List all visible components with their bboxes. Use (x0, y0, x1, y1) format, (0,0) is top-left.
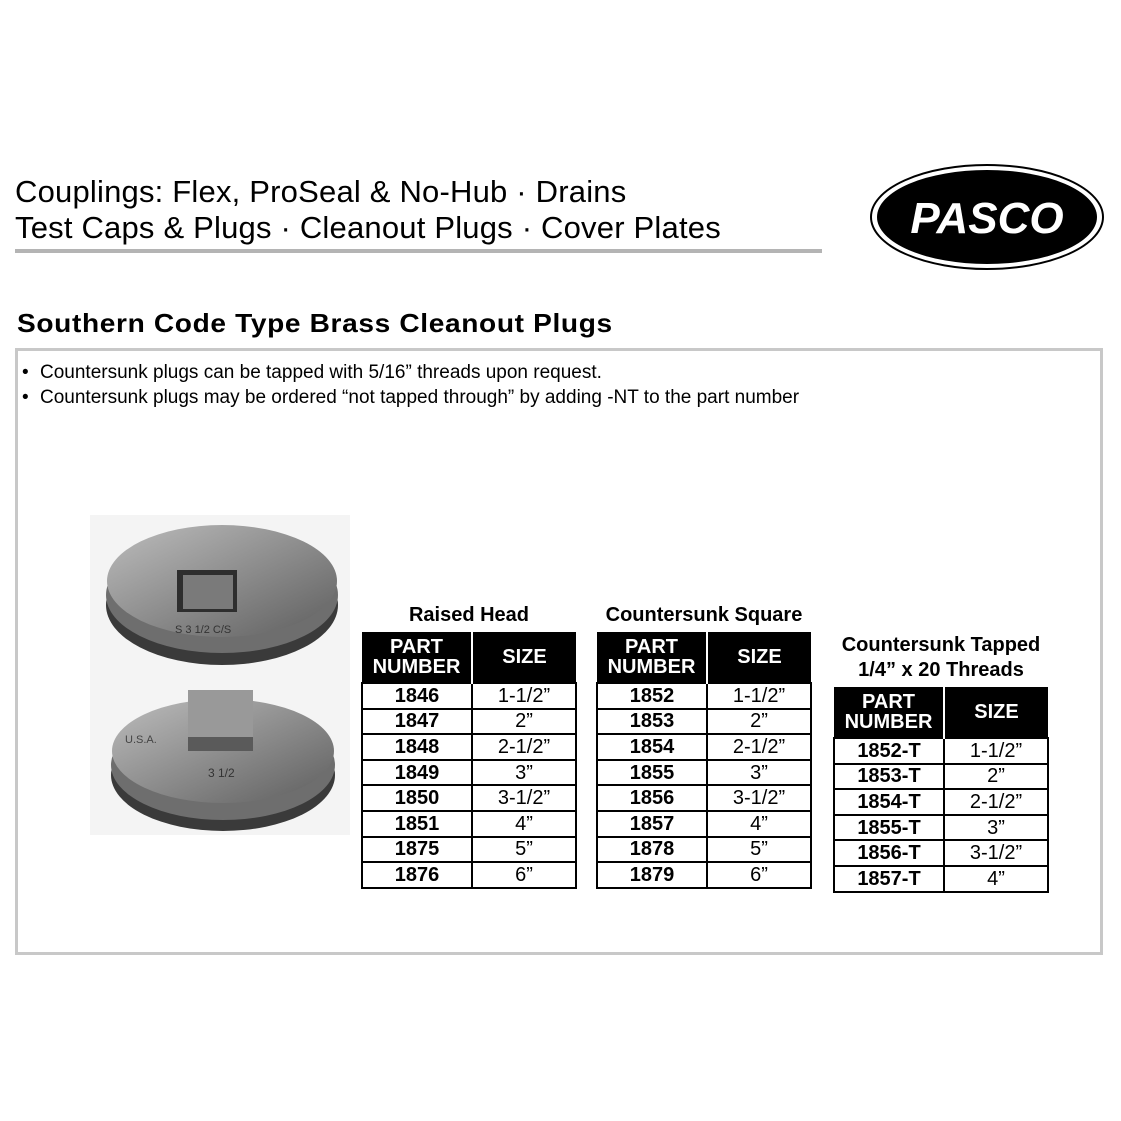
part-number-cell: 1878 (596, 835, 708, 864)
part-number-header: PART NUMBER (597, 632, 707, 683)
table-row: 1846 1-1/2” (361, 682, 577, 710)
size-header: SIZE (943, 687, 1048, 738)
header-line-2: Test Caps & Plugs · Cleanout Plugs · Cov… (15, 210, 721, 245)
size-header: SIZE (706, 632, 811, 683)
table-row: 1856 3-1/2” (596, 784, 812, 812)
size-cell: 3” (706, 758, 812, 787)
part-number-cell: 1857 (596, 809, 708, 838)
table-row: 1850 3-1/2” (361, 784, 577, 812)
part-number-cell: 1848 (361, 733, 473, 761)
table-header: PART NUMBER SIZE (362, 632, 576, 683)
header-divider (15, 249, 822, 253)
subtitle-line: 1/4” x 20 Threads (858, 659, 1024, 681)
table-header: PART NUMBER SIZE (834, 687, 1048, 738)
table-title-raised-head: Raised Head (408, 604, 530, 626)
part-number-cell: 1847 (361, 707, 473, 736)
size-cell: 3-1/2” (943, 839, 1049, 867)
size-cell: 3-1/2” (706, 784, 812, 812)
size-cell: 6” (706, 861, 812, 889)
size-cell: 3” (943, 813, 1049, 842)
part-number-cell: 1846 (361, 682, 473, 710)
table-title-countersunk-square: Countersunk Square (605, 604, 803, 626)
size-cell: 5” (471, 835, 577, 864)
product-panel (15, 348, 1103, 955)
countersunk-square-table: PART NUMBER SIZE 1852 1-1/2” 1853 2” 1854 2-1/2”… (596, 632, 812, 889)
table-row: 1853-T 2” (833, 762, 1049, 791)
table-title-countersunk-tapped: Countersunk Tapped 1/4” x 20 Threads (820, 633, 1062, 683)
part-number-cell: 1857-T (833, 864, 945, 893)
part-number-cell: 1852-T (833, 737, 945, 765)
table-row: 1878 5” (596, 835, 812, 864)
table-row: 1852-T 1-1/2” (833, 737, 1049, 765)
table-row: 1855-T 3” (833, 813, 1049, 842)
size-cell: 1-1/2” (706, 682, 812, 710)
part-number-cell: 1852 (596, 682, 708, 710)
size-cell: 5” (706, 835, 812, 864)
size-header: SIZE (471, 632, 576, 683)
svg-text:PASCO: PASCO (910, 194, 1063, 243)
table-row: 1853 2” (596, 707, 812, 736)
size-cell: 6” (471, 861, 577, 889)
part-number-cell: 1855-T (833, 813, 945, 842)
table-row: 1851 4” (361, 809, 577, 838)
part-number-cell: 1850 (361, 784, 473, 812)
size-cell: 2” (706, 707, 812, 736)
table-row: 1856-T 3-1/2” (833, 839, 1049, 867)
part-number-cell: 1851 (361, 809, 473, 838)
part-number-cell: 1854-T (833, 788, 945, 816)
svg-text:S 3 1/2 C/S: S 3 1/2 C/S (175, 624, 231, 636)
part-number-cell: 1875 (361, 835, 473, 864)
part-number-cell: 1854 (596, 733, 708, 761)
svg-text:U.S.A.: U.S.A. (125, 734, 157, 746)
table-row: 1879 6” (596, 861, 812, 889)
part-number-cell: 1856 (596, 784, 708, 812)
note-text: Countersunk plugs may be ordered “not ta… (40, 387, 800, 408)
table-row: 1854 2-1/2” (596, 733, 812, 761)
size-cell: 1-1/2” (943, 737, 1049, 765)
raised-head-table: PART NUMBER SIZE 1846 1-1/2” 1847 2” 1848 2-1/2”… (361, 632, 577, 889)
size-cell: 3-1/2” (471, 784, 577, 812)
size-cell: 1-1/2” (471, 682, 577, 710)
size-cell: 2-1/2” (471, 733, 577, 761)
cleanout-plugs-photo: S 3 1/2 C/S U.S.A. 3 1/2 (90, 515, 350, 835)
part-number-cell: 1879 (596, 861, 708, 889)
size-cell: 4” (943, 864, 1049, 893)
size-cell: 2-1/2” (706, 733, 812, 761)
size-cell: 4” (471, 809, 577, 838)
table-row: 1875 5” (361, 835, 577, 864)
part-number-header: PART NUMBER (362, 632, 472, 683)
table-row: 1847 2” (361, 707, 577, 736)
note-text: Countersunk plugs can be tapped with 5/1… (40, 362, 602, 383)
table-row: 1848 2-1/2” (361, 733, 577, 761)
part-number-cell: 1853 (596, 707, 708, 736)
size-cell: 2” (943, 762, 1049, 791)
table-row: 1854-T 2-1/2” (833, 788, 1049, 816)
table-row: 1876 6” (361, 861, 577, 889)
part-number-header: PART NUMBER (834, 687, 944, 738)
part-number-cell: 1849 (361, 758, 473, 787)
catalog-header: Couplings: Flex, ProSeal & No-Hub · Drai… (15, 174, 721, 246)
size-cell: 2” (471, 707, 577, 736)
size-cell: 4” (706, 809, 812, 838)
size-cell: 2-1/2” (943, 788, 1049, 816)
part-number-cell: 1876 (361, 861, 473, 889)
pasco-logo: PASCO (870, 164, 1104, 270)
size-cell: 3” (471, 758, 577, 787)
table-row: 1857 4” (596, 809, 812, 838)
table-row: 1852 1-1/2” (596, 682, 812, 710)
part-number-cell: 1853-T (833, 762, 945, 791)
part-number-cell: 1855 (596, 758, 708, 787)
table-header: PART NUMBER SIZE (597, 632, 811, 683)
part-number-cell: 1856-T (833, 839, 945, 867)
title-line: Countersunk Tapped (841, 634, 1041, 656)
note-item: • Countersunk plugs may be ordered “not t… (22, 387, 800, 408)
table-row: 1849 3” (361, 758, 577, 787)
note-item: • Countersunk plugs can be tapped with 5/… (22, 362, 602, 383)
header-line-1: Couplings: Flex, ProSeal & No-Hub · Drai… (15, 174, 627, 209)
svg-text:3 1/2: 3 1/2 (208, 766, 235, 780)
section-title: Southern Code Type Brass Cleanout Plugs (17, 308, 613, 338)
table-row: 1857-T 4” (833, 864, 1049, 893)
table-row: 1855 3” (596, 758, 812, 787)
countersunk-tapped-table: PART NUMBER SIZE 1852-T 1-1/2” 1853-T 2” 1854-T… (833, 687, 1049, 893)
